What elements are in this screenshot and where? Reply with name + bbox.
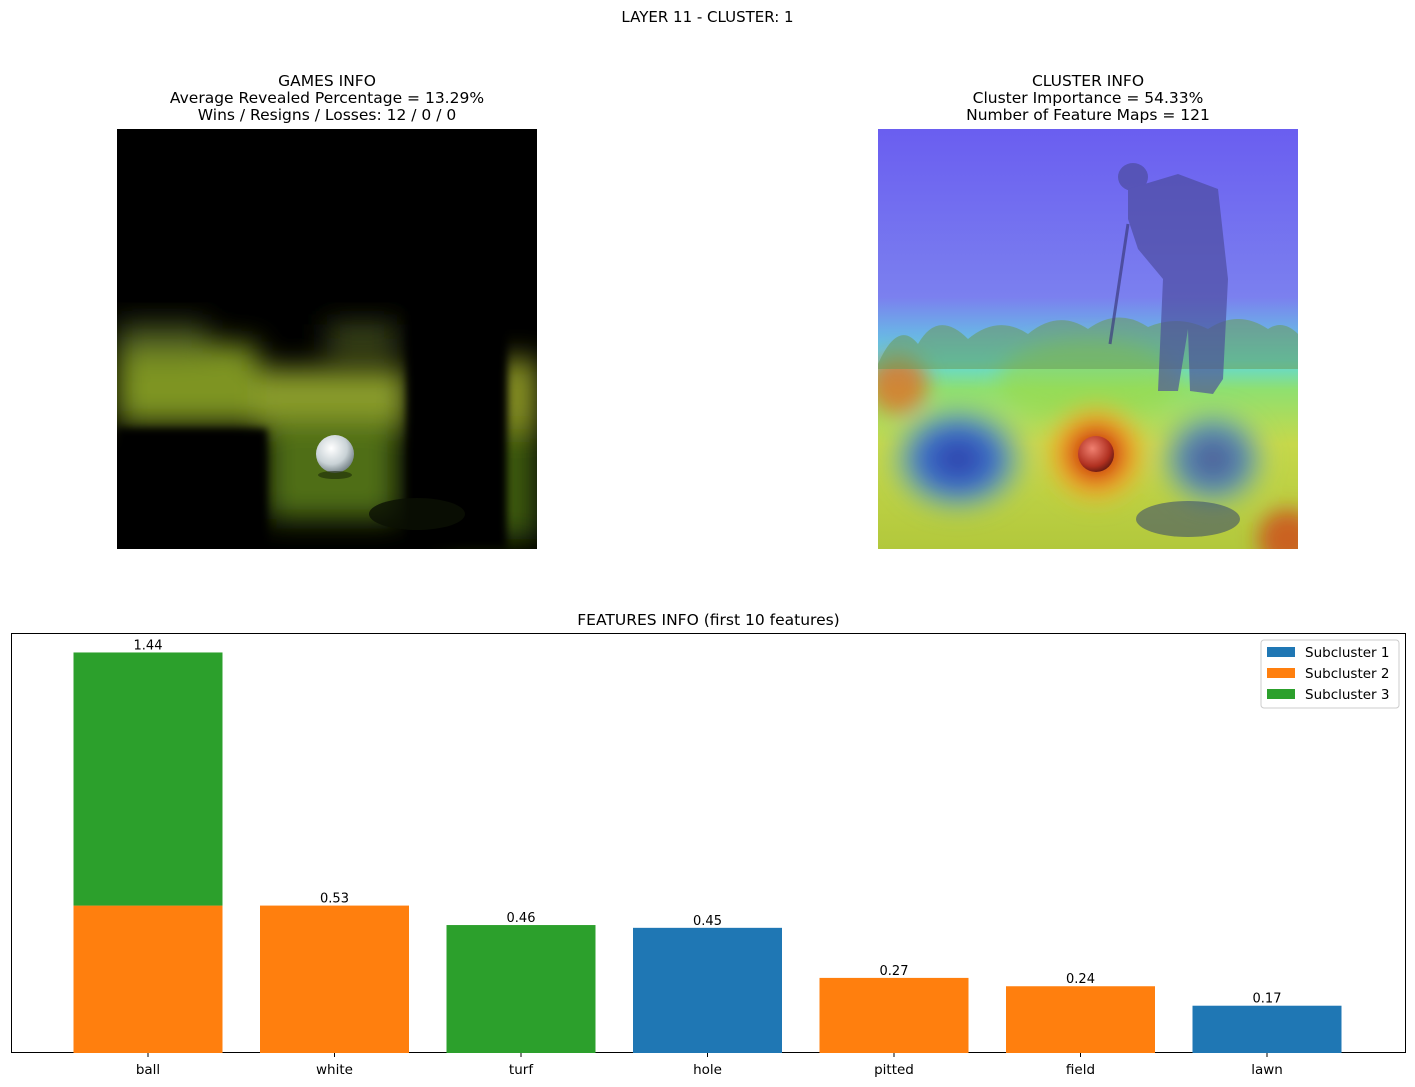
cluster-heatmap-image (878, 129, 1298, 549)
number-of-feature-maps: Number of Feature Maps = 121 (966, 106, 1210, 124)
x-tick-label: field (1066, 1062, 1095, 1078)
bar-value-label: 0.17 (1253, 992, 1282, 1007)
legend-label-subcluster-2: Subcluster 2 (1305, 666, 1390, 682)
cluster-info-title-block: CLUSTER INFO Cluster Importance = 54.33%… (878, 73, 1298, 124)
wins-resigns-losses: Wins / Resigns / Losses: 12 / 0 / 0 (197, 106, 457, 124)
revealed-image (117, 129, 537, 549)
bar-value-label: 0.53 (320, 892, 349, 907)
cluster-importance: Cluster Importance = 54.33% (972, 89, 1204, 107)
x-tick-label: turf (509, 1062, 534, 1078)
bar-value-label: 0.45 (693, 914, 722, 929)
x-tick-label: white (316, 1062, 353, 1078)
cluster-info-title: CLUSTER INFO (1031, 72, 1145, 90)
games-info-title: GAMES INFO (278, 72, 376, 90)
bar-hole-subcluster-1 (633, 927, 782, 1053)
bar-value-label: 0.27 (880, 964, 909, 979)
x-tick-label: ball (136, 1062, 160, 1078)
legend-label-subcluster-3: Subcluster 3 (1305, 687, 1390, 703)
bar-turf-subcluster-3 (446, 925, 596, 1053)
chart-title: FEATURES INFO (first 10 features) (577, 611, 840, 629)
x-tick-label: hole (693, 1062, 722, 1078)
bar-value-label: 0.24 (1066, 972, 1095, 987)
x-tick-label: pitted (874, 1062, 914, 1078)
figure-title: LAYER 11 - CLUSTER: 1 (621, 8, 794, 26)
x-tick-label: lawn (1251, 1062, 1283, 1078)
bar-value-label: 1.44 (134, 638, 163, 653)
bar-pitted-subcluster-2 (819, 977, 969, 1053)
bar-lawn-subcluster-1 (1192, 1005, 1342, 1053)
average-revealed-percentage: Average Revealed Percentage = 13.29% (169, 89, 485, 107)
legend-swatch-subcluster-2 (1267, 668, 1295, 678)
legend-box (1260, 639, 1400, 709)
bar-ball-subcluster-3 (73, 652, 223, 906)
games-info-title-block: GAMES INFO Average Revealed Percentage =… (117, 73, 537, 124)
bar-white-subcluster-2 (260, 905, 409, 1053)
legend-label-subcluster-1: Subcluster 1 (1305, 645, 1390, 661)
bar-field-subcluster-2 (1006, 986, 1155, 1053)
legend-swatch-subcluster-1 (1267, 647, 1295, 657)
bar-ball-subcluster-2 (73, 905, 223, 1053)
legend-swatch-subcluster-3 (1267, 689, 1295, 699)
bar-value-label: 0.46 (507, 911, 536, 926)
